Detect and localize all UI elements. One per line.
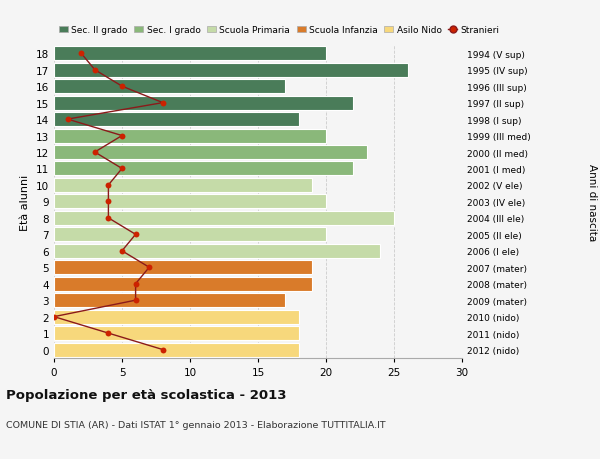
Point	[104, 182, 113, 189]
Point	[158, 346, 167, 353]
Point	[117, 83, 127, 90]
Point	[117, 133, 127, 140]
Point	[131, 297, 140, 304]
Bar	[54, 228, 326, 242]
Point	[158, 100, 167, 107]
Y-axis label: Età alunni: Età alunni	[20, 174, 31, 230]
Point	[117, 165, 127, 173]
Point	[131, 280, 140, 288]
Bar	[54, 47, 326, 61]
Bar	[54, 179, 313, 192]
Bar	[54, 277, 313, 291]
Bar	[54, 162, 353, 176]
Bar	[54, 96, 353, 110]
Point	[104, 330, 113, 337]
Point	[90, 149, 100, 157]
Bar	[54, 261, 313, 274]
Bar	[54, 294, 285, 308]
Point	[63, 116, 73, 123]
Bar	[54, 195, 326, 209]
Bar	[54, 80, 285, 94]
Text: Anni di nascita: Anni di nascita	[587, 163, 597, 241]
Point	[76, 50, 86, 58]
Bar	[54, 63, 407, 78]
Bar	[54, 146, 367, 160]
Text: COMUNE DI STIA (AR) - Dati ISTAT 1° gennaio 2013 - Elaborazione TUTTITALIA.IT: COMUNE DI STIA (AR) - Dati ISTAT 1° genn…	[6, 420, 386, 429]
Point	[49, 313, 59, 321]
Point	[104, 198, 113, 206]
Text: Popolazione per età scolastica - 2013: Popolazione per età scolastica - 2013	[6, 388, 287, 401]
Point	[131, 231, 140, 239]
Bar	[54, 343, 299, 357]
Bar	[54, 326, 299, 341]
Point	[104, 215, 113, 222]
Bar	[54, 113, 299, 127]
Point	[117, 247, 127, 255]
Bar	[54, 212, 394, 225]
Bar	[54, 129, 326, 143]
Bar	[54, 244, 380, 258]
Point	[145, 264, 154, 271]
Point	[90, 67, 100, 74]
Legend: Sec. II grado, Sec. I grado, Scuola Primaria, Scuola Infanzia, Asilo Nido, Stran: Sec. II grado, Sec. I grado, Scuola Prim…	[59, 26, 500, 35]
Bar	[54, 310, 299, 324]
